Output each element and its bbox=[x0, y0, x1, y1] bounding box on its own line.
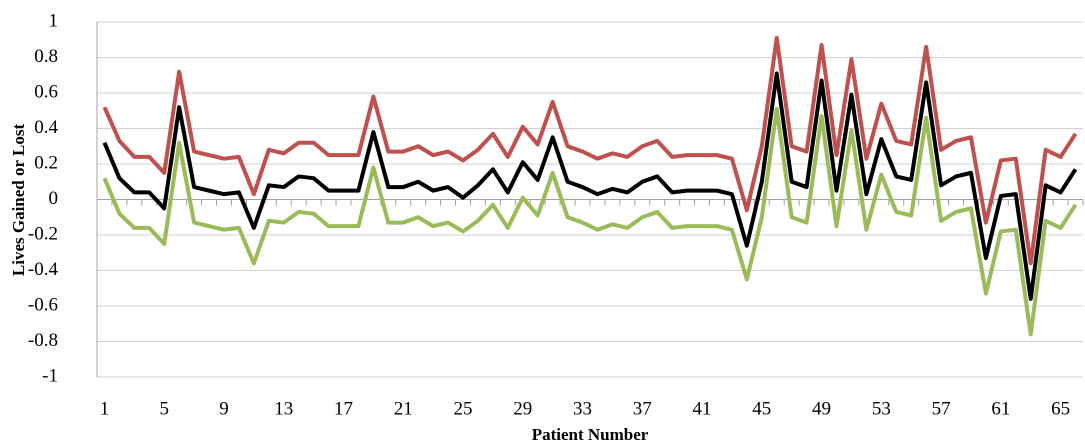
x-tick-label: 45 bbox=[752, 398, 771, 419]
x-tick-label: 65 bbox=[1051, 398, 1070, 419]
y-axis-title: Lives Gained or Lost bbox=[9, 124, 28, 277]
x-tick-label: 49 bbox=[812, 398, 831, 419]
x-tick-label: 29 bbox=[513, 398, 532, 419]
y-tick-label: 0.8 bbox=[34, 46, 58, 67]
series-line bbox=[102, 71, 1078, 301]
y-tick-label: -1 bbox=[42, 365, 58, 386]
y-tick-label: 0 bbox=[49, 188, 59, 209]
y-tick-label: -0.4 bbox=[28, 259, 59, 280]
y-tick-label: -0.2 bbox=[28, 223, 58, 244]
x-tick-label: 53 bbox=[872, 398, 891, 419]
x-axis-title: Patient Number bbox=[532, 425, 649, 444]
series-line bbox=[102, 35, 1078, 266]
y-tick-label: 0.4 bbox=[34, 117, 58, 138]
y-tick-label: 0.2 bbox=[34, 152, 58, 173]
x-tick-label: 25 bbox=[454, 398, 473, 419]
x-tick-label: 33 bbox=[573, 398, 592, 419]
x-tick-label: 57 bbox=[932, 398, 951, 419]
x-tick-label: 41 bbox=[693, 398, 712, 419]
x-tick-label: 37 bbox=[633, 398, 652, 419]
x-tick-label: 5 bbox=[159, 398, 169, 419]
x-tick-label: 9 bbox=[219, 398, 229, 419]
x-tick-label: 61 bbox=[991, 398, 1010, 419]
y-tick-label: -0.8 bbox=[28, 330, 58, 351]
y-tick-label: 0.6 bbox=[34, 81, 58, 102]
x-tick-label: 21 bbox=[394, 398, 413, 419]
y-tick-label: -0.6 bbox=[28, 294, 58, 315]
y-tick-label: 1 bbox=[49, 10, 59, 31]
x-tick-label: 1 bbox=[100, 398, 110, 419]
series-line bbox=[102, 106, 1078, 337]
x-tick-label: 17 bbox=[334, 398, 353, 419]
x-tick-label: 13 bbox=[274, 398, 293, 419]
